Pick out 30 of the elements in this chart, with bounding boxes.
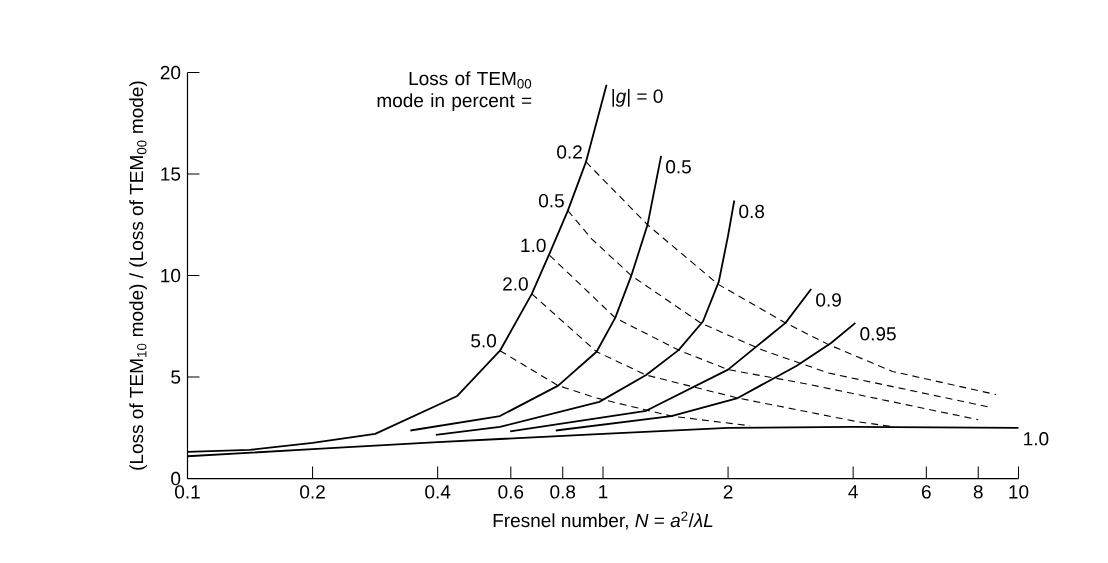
y-tick-label: 20 bbox=[160, 65, 181, 80]
x-tick-label: 0.2 bbox=[300, 485, 325, 499]
series-label: 1.0 bbox=[521, 238, 546, 253]
y-tick-label: 0 bbox=[171, 471, 181, 486]
x-tick-label: 8 bbox=[973, 485, 983, 499]
y-axis-title: (Loss of TEM$_{10}$ mode) / (Loss of TEM$_{00}$ mode) bbox=[129, 81, 147, 470]
series-label: |g| = 0 bbox=[612, 88, 663, 107]
series-label: 0.95 bbox=[860, 327, 896, 341]
series-label: 1.0 bbox=[1024, 432, 1049, 446]
series-label: 0.9 bbox=[816, 293, 841, 307]
series-label: 0.5 bbox=[666, 160, 691, 174]
x-tick-label: 4 bbox=[848, 485, 858, 499]
series-label: 2.0 bbox=[503, 277, 528, 291]
y-tick-label: 10 bbox=[161, 268, 181, 283]
series-label: 0.2 bbox=[557, 145, 582, 159]
y-tick-label: 15 bbox=[161, 167, 181, 181]
x-tick-label: 0.8 bbox=[550, 485, 576, 499]
series-label: 0.5 bbox=[538, 193, 564, 208]
x-tick-label: 2 bbox=[723, 485, 733, 499]
annotation: Loss of TEM$_{00}$ mode in percent = bbox=[377, 71, 532, 111]
x-axis-title: Fresnel number, N = a$^{2}$/λL bbox=[493, 511, 713, 530]
x-tick-label: 6 bbox=[921, 485, 931, 499]
x-tick-label: 1 bbox=[599, 485, 608, 499]
series-label: 5.0 bbox=[471, 334, 497, 348]
x-tick-label: 0.4 bbox=[425, 485, 451, 499]
x-tick-label: 0.6 bbox=[498, 485, 524, 499]
x-tick-label: 10 bbox=[1009, 485, 1029, 499]
x-tick-label: 0.1 bbox=[175, 485, 200, 499]
y-tick-label: 5 bbox=[171, 370, 181, 384]
series-label: 0.8 bbox=[739, 204, 765, 219]
